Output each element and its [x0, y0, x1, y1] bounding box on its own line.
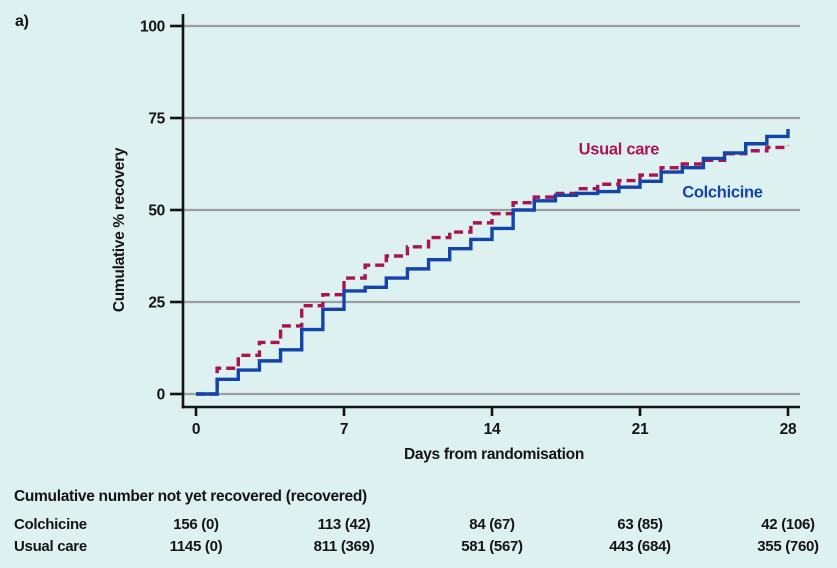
risk-count: 811 (369)	[313, 538, 375, 555]
y-tick-label-0: 0	[157, 387, 165, 404]
chart-svg: 0 25 50 75 100 0 7 14 21 28 Usual care Colchicine	[140, 14, 800, 438]
x-tick-label-14: 14	[484, 421, 501, 438]
risk-count: 156 (0)	[173, 516, 219, 533]
x-tick-label-0: 0	[192, 421, 200, 438]
x-axis-title: Days from randomisation	[403, 446, 585, 463]
series-label-colchicine: Colchicine	[682, 183, 763, 201]
risk-table: Cumulative number not yet recovered (rec…	[0, 480, 837, 568]
series-label-usual-care: Usual care	[579, 140, 660, 158]
risk-row-label: Usual care	[14, 538, 87, 555]
risk-table-row-usual-care: Usual care 1145 (0) 811 (369) 581 (567) 443 …	[0, 538, 837, 556]
recovery-chart: 0 25 50 75 100 0 7 14 21 28 Usual care Colchicine C…	[111, 14, 800, 463]
risk-count: 113 (42)	[317, 516, 371, 533]
risk-count: 355 (760)	[757, 538, 819, 555]
x-tick-label-28: 28	[780, 421, 797, 438]
risk-count: 63 (85)	[617, 516, 663, 533]
risk-table-title: Cumulative number not yet recovered (rec…	[14, 488, 367, 505]
y-tick-label-25: 25	[148, 295, 165, 312]
risk-count: 581 (567)	[461, 538, 523, 555]
risk-count: 1145 (0)	[169, 538, 223, 555]
y-tick-label-50: 50	[148, 203, 165, 220]
y-tick-label-100: 100	[140, 19, 165, 36]
colchicine-curve	[196, 129, 790, 396]
risk-count: 42 (106)	[761, 516, 815, 533]
risk-count: 443 (684)	[609, 538, 671, 555]
x-tick-label-21: 21	[632, 421, 649, 438]
y-axis-title: Cumulative % recovery	[111, 147, 128, 313]
y-tick-label-75: 75	[148, 111, 165, 128]
usual-care-curve	[196, 145, 790, 396]
risk-count: 84 (67)	[469, 516, 515, 533]
panel-label: a)	[15, 13, 29, 30]
risk-row-label: Colchicine	[14, 516, 87, 533]
x-tick-label-7: 7	[340, 421, 348, 438]
risk-table-row-colchicine: Colchicine 156 (0) 113 (42) 84 (67) 63 (85) 4…	[0, 516, 837, 534]
